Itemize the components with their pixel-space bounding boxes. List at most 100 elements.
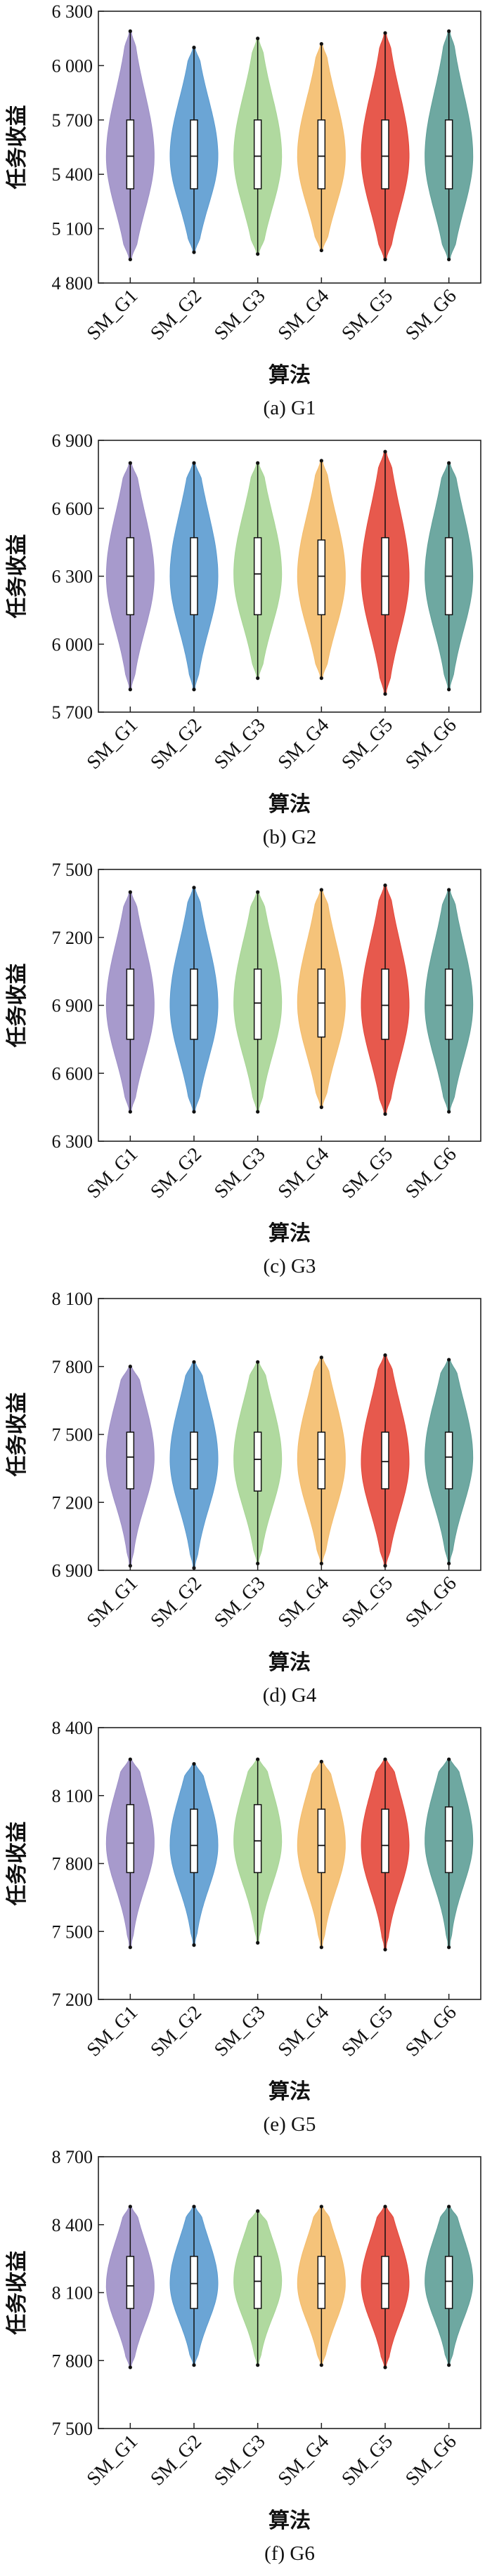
y-tick-label: 5 100 <box>52 219 93 239</box>
max-point <box>128 461 132 465</box>
x-tick-label: SM_G4 <box>274 2431 334 2490</box>
y-tick-label: 7 800 <box>52 1854 93 1874</box>
min-point <box>128 1110 132 1114</box>
y-tick-label: 8 100 <box>52 2283 93 2304</box>
x-tick-label: SM_G2 <box>146 1572 206 1632</box>
x-axis-label: 算法 <box>268 1650 311 1675</box>
max-point <box>256 2209 260 2213</box>
box-iqr <box>317 2256 326 2309</box>
x-tick-label: SM_G5 <box>337 2002 397 2061</box>
min-point <box>447 257 451 262</box>
y-tick-label: 7 800 <box>52 2351 93 2371</box>
box-iqr <box>253 1803 262 1874</box>
x-axis-label: 算法 <box>268 1221 311 1246</box>
x-tick-label: SM_G1 <box>83 1143 143 1203</box>
y-tick-label: 7 500 <box>52 1425 93 1445</box>
plot-frame <box>98 11 481 284</box>
x-tick-label: SM_G6 <box>401 1572 461 1632</box>
panel-caption: (f) G6 <box>264 2542 315 2565</box>
x-tick-label: SM_G1 <box>83 2431 143 2490</box>
y-tick-label: 6 900 <box>52 431 93 451</box>
min-point <box>447 688 451 692</box>
x-tick-label: SM_G3 <box>210 2002 270 2061</box>
plot-frame <box>98 869 481 1142</box>
min-point <box>256 1110 260 1114</box>
max-point <box>256 890 260 894</box>
min-point <box>192 1943 196 1947</box>
y-tick-label: 6 900 <box>52 996 93 1016</box>
x-tick-label: SM_G4 <box>274 285 334 345</box>
box-iqr <box>253 119 262 190</box>
min-point <box>192 688 196 692</box>
y-tick-label: 7 500 <box>52 2419 93 2439</box>
y-tick-label: 7 500 <box>52 1921 93 1942</box>
y-tick-label: 6 900 <box>52 1560 93 1581</box>
max-point <box>256 1360 260 1364</box>
panel-caption: (b) G2 <box>263 826 317 848</box>
max-point <box>383 883 387 888</box>
y-tick-label: 6 600 <box>52 1063 93 1084</box>
y-tick-label: 5 400 <box>52 164 93 185</box>
y-tick-label: 8 100 <box>52 1786 93 1806</box>
box-iqr <box>381 968 389 1040</box>
min-point <box>128 257 132 262</box>
min-point <box>447 2363 451 2367</box>
x-tick-label: SM_G3 <box>210 285 270 345</box>
box-iqr <box>317 1431 326 1490</box>
max-point <box>192 1762 196 1766</box>
x-tick-label: SM_G2 <box>146 2002 206 2061</box>
box-iqr <box>126 968 135 1040</box>
y-tick-label: 8 400 <box>52 2215 93 2235</box>
max-point <box>447 888 451 892</box>
x-tick-label: SM_G4 <box>274 1572 334 1632</box>
max-point <box>319 41 323 46</box>
x-tick-label: SM_G1 <box>83 285 143 345</box>
box-iqr <box>444 1806 453 1874</box>
x-tick-label: SM_G5 <box>337 2431 397 2490</box>
min-point <box>192 1110 196 1114</box>
max-point <box>383 31 387 35</box>
min-point <box>383 2365 387 2370</box>
box-iqr <box>190 1808 198 1874</box>
y-tick-label: 5 700 <box>52 110 93 131</box>
y-tick-label: 6 300 <box>52 1131 93 1152</box>
x-tick-label: SM_G2 <box>146 714 206 774</box>
x-tick-label: SM_G5 <box>337 1572 397 1632</box>
x-tick-label: SM_G6 <box>401 2431 461 2490</box>
box-iqr <box>190 2256 198 2309</box>
box-iqr <box>381 1808 389 1874</box>
box-iqr <box>317 1808 326 1874</box>
box-iqr <box>190 968 198 1040</box>
max-point <box>447 461 451 465</box>
min-point <box>319 248 323 253</box>
box-iqr <box>253 1431 262 1492</box>
max-point <box>383 1757 387 1761</box>
min-point <box>383 1947 387 1952</box>
panel-caption: (a) G1 <box>264 397 316 419</box>
min-point <box>319 1561 323 1565</box>
y-tick-label: 6 000 <box>52 55 93 76</box>
max-point <box>256 1757 260 1761</box>
min-point <box>319 676 323 681</box>
x-tick-label: SM_G4 <box>274 2002 334 2061</box>
min-point <box>256 676 260 681</box>
box-iqr <box>444 968 453 1040</box>
box-iqr <box>253 537 262 616</box>
x-tick-label: SM_G1 <box>83 714 143 774</box>
x-tick-label: SM_G5 <box>337 1143 397 1203</box>
y-tick-label: 4 800 <box>52 273 93 294</box>
y-tick-label: 7 800 <box>52 1357 93 1377</box>
min-point <box>128 688 132 692</box>
box-iqr <box>381 2256 389 2309</box>
min-point <box>447 1945 451 1950</box>
y-tick-label: 6 300 <box>52 1 93 22</box>
x-tick-label: SM_G2 <box>146 2431 206 2490</box>
y-axis-label: 任务收益 <box>5 534 30 619</box>
plot-frame <box>98 440 481 713</box>
x-tick-label: SM_G6 <box>401 285 461 345</box>
max-point <box>256 461 260 465</box>
y-tick-label: 6 000 <box>52 634 93 655</box>
